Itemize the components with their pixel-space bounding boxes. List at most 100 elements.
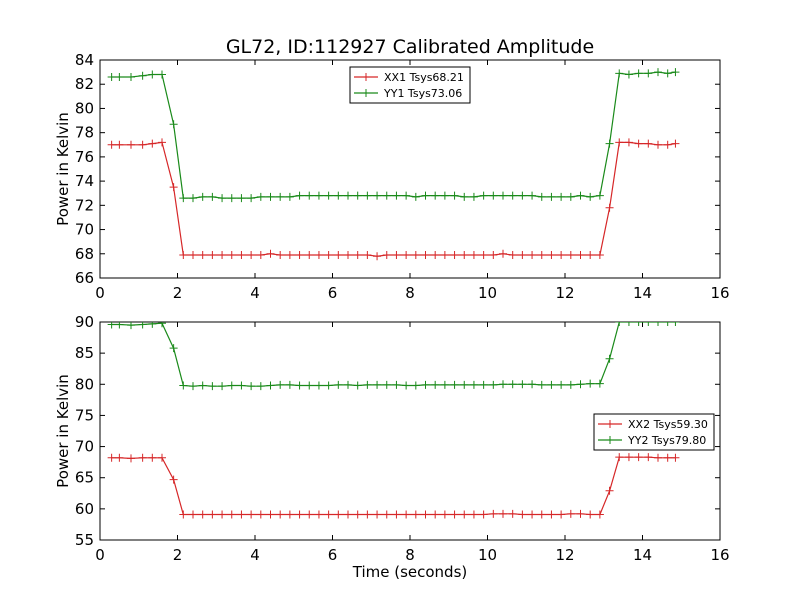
data-point xyxy=(276,380,285,389)
y-tick-label: 80 xyxy=(75,375,94,393)
data-point xyxy=(644,453,653,462)
data-point xyxy=(314,250,323,259)
data-point xyxy=(663,453,672,462)
x-tick-label: 8 xyxy=(405,284,415,302)
x-tick-label: 10 xyxy=(478,546,497,564)
data-point xyxy=(158,70,166,79)
data-point xyxy=(305,510,314,519)
y-tick-label: 70 xyxy=(75,438,94,456)
y-tick-label: 66 xyxy=(75,269,94,287)
data-point xyxy=(373,380,382,389)
data-point xyxy=(208,192,217,201)
legend: XX1 Tsys68.21 YY1 Tsys73.06 xyxy=(349,66,471,104)
data-point xyxy=(189,510,197,519)
series-xx1 xyxy=(107,138,680,261)
data-point xyxy=(276,192,285,201)
data-point xyxy=(218,382,227,391)
y-tick-label: 84 xyxy=(75,51,94,69)
data-point xyxy=(528,250,537,259)
data-point xyxy=(169,120,178,129)
data-point xyxy=(158,453,166,462)
data-point xyxy=(138,140,147,149)
data-point xyxy=(654,140,662,149)
data-point xyxy=(450,250,459,259)
data-point xyxy=(634,69,643,78)
data-point xyxy=(127,322,135,330)
data-point xyxy=(218,510,227,519)
data-point xyxy=(615,138,624,147)
data-point xyxy=(227,381,236,390)
data-point xyxy=(189,382,197,391)
y-tick-label: 74 xyxy=(75,172,94,190)
data-point xyxy=(227,250,236,259)
data-point xyxy=(671,139,680,148)
data-point xyxy=(547,192,556,201)
data-point xyxy=(557,192,566,201)
data-point xyxy=(499,191,507,200)
data-point xyxy=(179,510,188,519)
data-point xyxy=(363,191,372,200)
data-point xyxy=(127,454,135,463)
data-point xyxy=(489,191,498,200)
x-tick-label: 2 xyxy=(173,284,183,302)
data-point xyxy=(373,252,382,261)
data-point xyxy=(382,191,391,200)
x-tick-label: 0 xyxy=(95,546,105,564)
legend-label: YY2 Tsys79.80 xyxy=(627,434,706,447)
x-tick-label: 2 xyxy=(173,546,183,564)
data-point xyxy=(256,382,265,391)
data-point xyxy=(179,194,188,203)
data-point xyxy=(382,510,391,519)
data-point xyxy=(518,191,527,200)
data-point xyxy=(450,510,459,519)
data-point xyxy=(208,250,217,259)
data-point xyxy=(353,381,362,390)
data-point xyxy=(353,191,362,200)
data-point xyxy=(557,510,566,519)
x-tick-label: 14 xyxy=(633,284,652,302)
data-point xyxy=(499,509,507,518)
data-point xyxy=(169,475,178,484)
y-tick-label: 75 xyxy=(75,406,94,424)
data-point xyxy=(576,191,585,200)
data-point xyxy=(382,250,391,259)
data-point xyxy=(208,510,217,519)
y-axis-label: Power in Kelvin xyxy=(54,374,72,488)
data-point xyxy=(344,380,352,389)
series-xx2 xyxy=(107,453,680,519)
data-point xyxy=(344,191,352,200)
data-point xyxy=(440,250,449,259)
data-point xyxy=(460,192,469,201)
data-point xyxy=(663,322,672,326)
data-point xyxy=(469,250,478,259)
data-point xyxy=(266,381,275,390)
data-point xyxy=(256,192,265,201)
data-point xyxy=(227,510,236,519)
data-point xyxy=(169,344,178,353)
data-point xyxy=(295,250,304,259)
data-point xyxy=(450,191,459,200)
data-point xyxy=(508,380,517,389)
data-point xyxy=(107,453,116,462)
series-yy2 xyxy=(107,322,680,391)
data-point xyxy=(431,380,440,389)
legend: XX2 Tsys59.30 YY2 Tsys79.80 xyxy=(593,413,715,451)
data-point xyxy=(334,191,343,200)
x-tick-label: 16 xyxy=(710,546,729,564)
data-point xyxy=(198,381,207,390)
data-point xyxy=(644,322,653,326)
data-point xyxy=(115,140,124,149)
data-point xyxy=(605,486,614,495)
data-point xyxy=(634,139,643,148)
subplot-2: 0 2 4 6 8 10 12 14 16 55 60 65 70 75 80 85 90 Power in Ke… xyxy=(54,313,730,581)
data-point xyxy=(237,250,246,259)
series-yy1 xyxy=(107,68,680,203)
data-point xyxy=(537,250,546,259)
data-point xyxy=(276,510,285,519)
data-point xyxy=(499,380,507,389)
data-point xyxy=(373,510,382,519)
data-point xyxy=(576,509,585,518)
data-point xyxy=(148,139,157,148)
data-point xyxy=(508,191,517,200)
